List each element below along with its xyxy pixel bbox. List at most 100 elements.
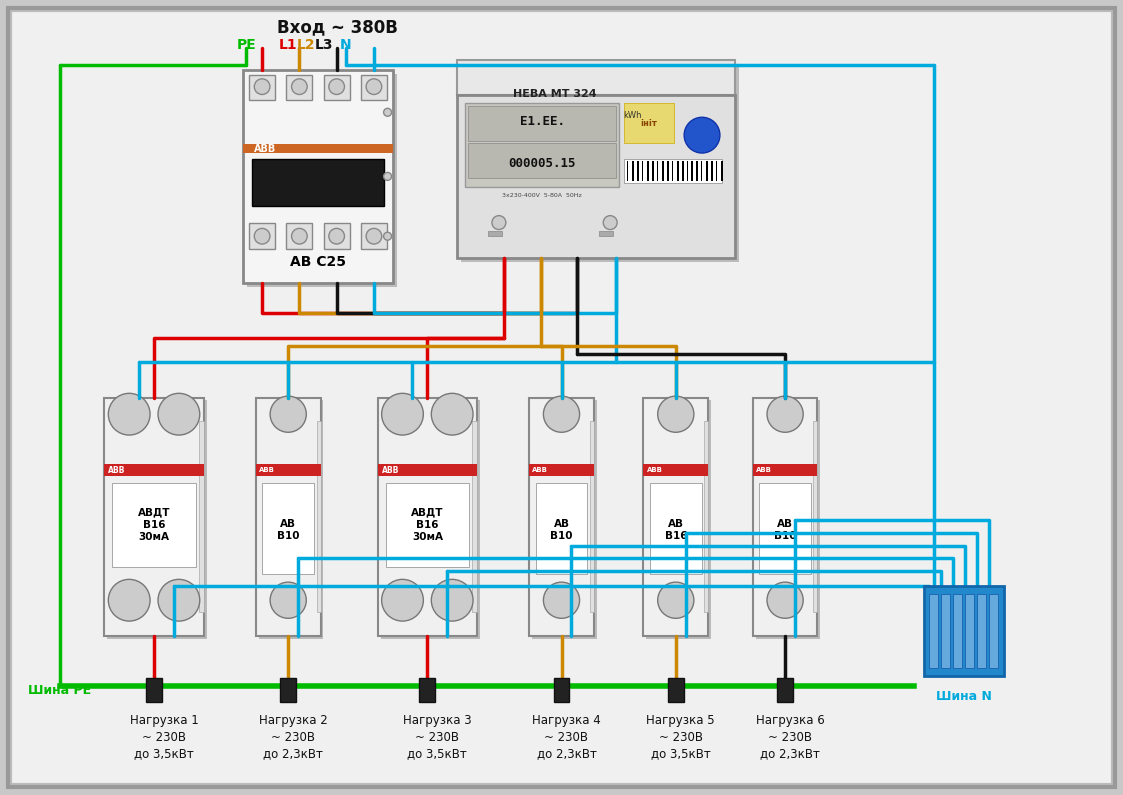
Bar — [759, 483, 811, 574]
Text: Вход ~ 380В: Вход ~ 380В — [277, 18, 399, 36]
Bar — [108, 401, 207, 639]
Ellipse shape — [767, 582, 803, 619]
Bar — [104, 398, 203, 636]
Ellipse shape — [492, 215, 505, 230]
Bar — [532, 401, 596, 639]
Text: Е1.ЕЕ.: Е1.ЕЕ. — [520, 115, 565, 128]
Bar — [281, 677, 296, 702]
Text: ABB: ABB — [756, 467, 772, 473]
Bar — [624, 159, 721, 183]
Ellipse shape — [158, 580, 200, 621]
Text: ABB: ABB — [532, 467, 548, 473]
Bar — [468, 107, 615, 142]
Text: iнiт: iнiт — [641, 118, 658, 128]
Ellipse shape — [767, 396, 803, 432]
Bar — [696, 161, 699, 181]
Bar — [941, 595, 950, 668]
Bar — [259, 401, 323, 639]
Bar — [360, 75, 387, 100]
Text: Нагрузка 5
~ 230В
до 3,5кВт: Нагрузка 5 ~ 230В до 3,5кВт — [647, 714, 715, 761]
Bar — [253, 159, 384, 207]
Bar — [924, 587, 1004, 676]
Ellipse shape — [603, 215, 618, 230]
Bar — [692, 161, 694, 181]
Ellipse shape — [292, 79, 308, 95]
Text: АВ
В10: АВ В10 — [774, 518, 796, 541]
Text: ABB: ABB — [108, 466, 126, 475]
Text: L2: L2 — [296, 38, 316, 52]
Bar — [661, 161, 664, 181]
Bar — [385, 483, 469, 567]
Ellipse shape — [108, 394, 150, 435]
Bar — [244, 70, 393, 283]
Text: АВ
В10: АВ В10 — [550, 518, 573, 541]
Ellipse shape — [384, 108, 392, 116]
Bar — [668, 677, 684, 702]
Bar — [457, 95, 736, 258]
Bar — [632, 161, 633, 181]
Bar — [965, 595, 974, 668]
Bar — [104, 464, 203, 476]
Bar — [249, 75, 275, 100]
Text: Нагрузка 6
~ 230В
до 2,3кВт: Нагрузка 6 ~ 230В до 2,3кВт — [756, 714, 824, 761]
Text: L1: L1 — [279, 38, 298, 52]
Bar — [647, 401, 711, 639]
Bar — [247, 74, 396, 287]
Bar — [249, 223, 275, 249]
Text: 3х230-400V  5-80A  50Hz: 3х230-400V 5-80A 50Hz — [502, 193, 582, 198]
Text: Нагрузка 4
~ 230В
до 2,3кВт: Нагрузка 4 ~ 230В до 2,3кВт — [532, 714, 601, 761]
Bar — [112, 483, 195, 567]
Text: ABB: ABB — [259, 467, 275, 473]
Bar — [682, 161, 684, 181]
Ellipse shape — [329, 228, 345, 244]
Bar — [462, 64, 739, 262]
Bar — [377, 464, 477, 476]
Bar — [777, 677, 793, 702]
Text: Шина N: Шина N — [937, 690, 992, 703]
Bar — [711, 161, 713, 181]
Text: НЕВА МТ 324: НЕВА МТ 324 — [513, 89, 596, 99]
Bar — [813, 421, 818, 612]
Ellipse shape — [431, 394, 473, 435]
Bar — [704, 421, 709, 612]
Ellipse shape — [329, 79, 345, 95]
Bar — [554, 677, 569, 702]
Bar — [466, 103, 619, 187]
Bar — [360, 223, 387, 249]
Bar — [624, 103, 674, 143]
Ellipse shape — [684, 118, 720, 153]
Ellipse shape — [254, 79, 270, 95]
Bar — [643, 464, 709, 476]
Text: kWh: kWh — [623, 111, 642, 120]
Bar — [199, 421, 203, 612]
Bar — [929, 595, 938, 668]
Ellipse shape — [544, 582, 579, 619]
Ellipse shape — [382, 580, 423, 621]
Ellipse shape — [658, 582, 694, 619]
Bar — [286, 223, 312, 249]
Bar — [590, 421, 594, 612]
Bar — [647, 161, 649, 181]
Bar — [752, 398, 818, 636]
Bar — [989, 595, 997, 668]
Text: 000005.15: 000005.15 — [509, 157, 576, 170]
Bar — [637, 161, 639, 181]
Ellipse shape — [271, 396, 307, 432]
Ellipse shape — [158, 394, 200, 435]
Ellipse shape — [431, 580, 473, 621]
Bar — [323, 223, 349, 249]
Text: Шина PE: Шина PE — [28, 684, 91, 697]
Bar — [381, 401, 480, 639]
Ellipse shape — [382, 394, 423, 435]
Bar — [377, 398, 477, 636]
Text: N: N — [340, 38, 351, 52]
Bar — [676, 161, 678, 181]
Bar — [752, 464, 818, 476]
Bar — [256, 464, 320, 476]
Ellipse shape — [254, 228, 270, 244]
Bar — [756, 401, 821, 639]
Text: ABB: ABB — [647, 467, 663, 473]
Ellipse shape — [108, 580, 150, 621]
Ellipse shape — [384, 173, 392, 180]
Bar — [317, 421, 320, 612]
